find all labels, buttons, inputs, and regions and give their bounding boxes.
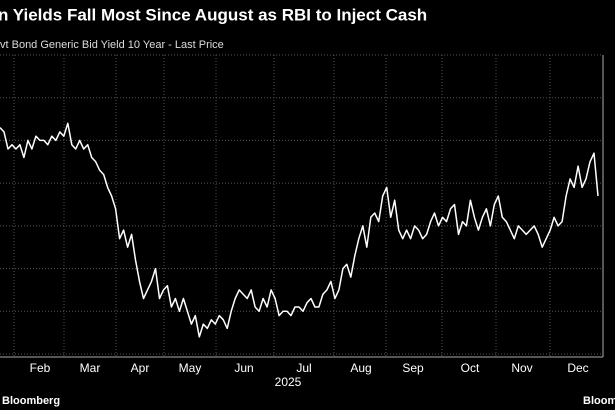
chart-title: n Yields Fall Most Since August as RBI t… (0, 5, 427, 24)
x-tick-label: Jul (296, 361, 311, 375)
source-logo: Bloomberg (583, 395, 615, 407)
x-tick-label: May (179, 361, 202, 375)
x-tick-label: Feb (30, 361, 51, 375)
x-axis-year: 2025 (275, 375, 302, 389)
line (0, 122, 599, 338)
x-tick-label: Apr (131, 361, 150, 375)
x-tick-label: Aug (350, 361, 371, 375)
x-tick-label: Dec (567, 361, 588, 375)
x-tick-label: Jun (234, 361, 253, 375)
x-tick-label: Nov (511, 361, 532, 375)
x-tick-label: Oct (461, 361, 480, 375)
x-tick-label: Mar (80, 361, 101, 375)
source: Bloomberg (2, 395, 60, 407)
x-tick-label: Sep (402, 361, 424, 375)
chart-subtitle: vt Bond Generic Bid Yield 10 Year - Last… (0, 39, 224, 51)
